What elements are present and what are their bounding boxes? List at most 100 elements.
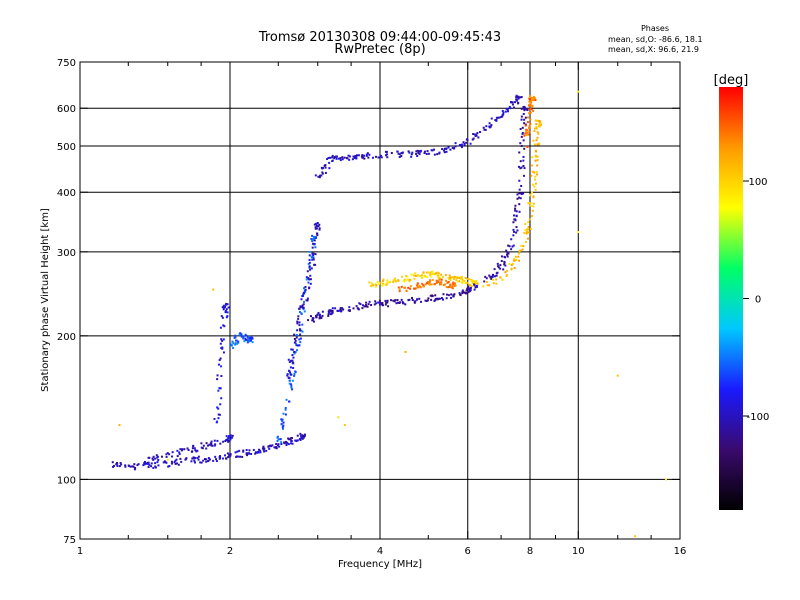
- data-point: [452, 294, 455, 297]
- data-point: [152, 455, 155, 458]
- data-point: [518, 192, 521, 195]
- data-point: [496, 262, 499, 265]
- data-point: [472, 133, 475, 136]
- data-point: [168, 453, 171, 456]
- data-point: [537, 132, 540, 135]
- data-point: [529, 94, 532, 97]
- data-point: [514, 219, 517, 222]
- data-point: [526, 131, 529, 134]
- data-point: [118, 424, 121, 427]
- data-point: [306, 270, 309, 273]
- data-point: [223, 325, 226, 328]
- data-point: [307, 319, 310, 322]
- data-point: [469, 288, 472, 291]
- data-point: [520, 193, 523, 196]
- data-point: [531, 104, 534, 107]
- data-point: [356, 154, 359, 157]
- data-point: [419, 150, 422, 153]
- data-point: [495, 282, 498, 285]
- data-point: [500, 259, 503, 262]
- data-point: [205, 442, 208, 445]
- data-point: [416, 149, 419, 152]
- data-point: [226, 438, 229, 441]
- data-point: [311, 319, 314, 322]
- data-point: [311, 258, 314, 261]
- data-point: [577, 231, 580, 234]
- data-point: [293, 374, 296, 377]
- data-point: [416, 286, 419, 289]
- data-point: [418, 150, 421, 153]
- data-point: [157, 458, 160, 461]
- data-point: [534, 119, 537, 122]
- data-point: [472, 137, 475, 140]
- data-point: [237, 340, 240, 343]
- data-point: [307, 262, 310, 265]
- data-point: [461, 290, 464, 293]
- data-point: [513, 230, 516, 233]
- data-point: [398, 288, 401, 291]
- data-point: [427, 152, 430, 155]
- data-point: [431, 273, 434, 276]
- data-point: [281, 419, 284, 422]
- data-point: [483, 128, 486, 131]
- data-point: [229, 454, 232, 457]
- data-point: [526, 237, 529, 240]
- data-point: [519, 167, 522, 170]
- data-point: [265, 449, 268, 452]
- data-point: [287, 358, 290, 361]
- y-axis: 75 100 200 300 400 500 600 750: [57, 58, 680, 546]
- data-point: [488, 274, 491, 277]
- data-point: [230, 344, 233, 347]
- data-point: [248, 335, 251, 338]
- data-point: [416, 274, 419, 277]
- data-point: [318, 227, 321, 230]
- data-point: [231, 436, 234, 439]
- data-point: [433, 153, 436, 156]
- data-point: [276, 444, 279, 447]
- data-point: [216, 406, 219, 409]
- data-point: [465, 138, 468, 141]
- data-point: [286, 374, 289, 377]
- data-point: [298, 321, 301, 324]
- data-point: [424, 299, 427, 302]
- data-point: [510, 101, 513, 104]
- data-point: [436, 297, 439, 300]
- data-point: [401, 152, 404, 155]
- data-point: [219, 387, 222, 390]
- data-point: [518, 203, 521, 206]
- data-point: [355, 157, 358, 160]
- data-point: [259, 449, 262, 452]
- data-point: [302, 303, 305, 306]
- data-point: [301, 305, 304, 308]
- data-point: [389, 280, 392, 283]
- data-point: [115, 463, 118, 466]
- data-point: [227, 456, 230, 459]
- data-point: [452, 281, 455, 284]
- data-point: [523, 231, 526, 234]
- data-point: [277, 438, 280, 441]
- data-point: [224, 454, 227, 457]
- data-point: [290, 359, 293, 362]
- data-point: [301, 434, 304, 437]
- data-point: [242, 335, 245, 338]
- data-point: [313, 263, 316, 266]
- data-point: [471, 282, 474, 285]
- data-point: [379, 303, 382, 306]
- data-point: [402, 280, 405, 283]
- data-point: [398, 153, 401, 156]
- data-point: [634, 535, 637, 538]
- data-point: [433, 283, 436, 286]
- data-point: [461, 281, 464, 284]
- data-point: [465, 292, 468, 295]
- data-point: [449, 283, 452, 286]
- data-point: [530, 215, 533, 218]
- data-point: [445, 279, 448, 282]
- data-point: [216, 439, 219, 442]
- data-point: [367, 156, 370, 159]
- data-point: [520, 118, 523, 121]
- data-point: [517, 259, 520, 262]
- data-point: [234, 343, 237, 346]
- data-point: [343, 156, 346, 159]
- data-point: [257, 450, 260, 453]
- data-point: [205, 447, 208, 450]
